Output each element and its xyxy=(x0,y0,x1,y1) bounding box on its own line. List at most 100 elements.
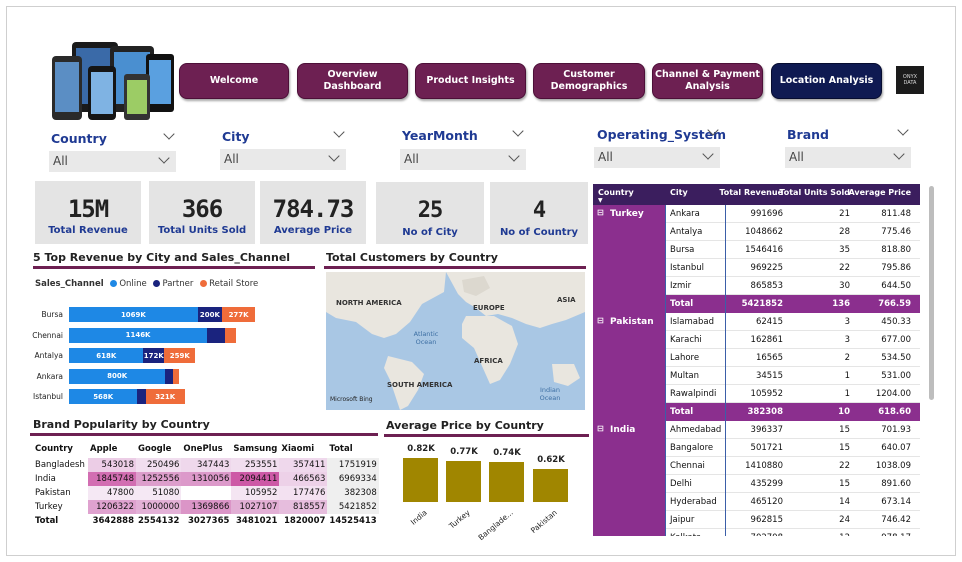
table-row[interactable]: Jaipur 962815 24 746.42 xyxy=(665,511,920,529)
table-cell: 3 xyxy=(844,335,850,345)
table-header-cell[interactable]: City xyxy=(670,188,688,197)
table-cell: 891.60 xyxy=(881,479,911,489)
filter-dropdown-brand[interactable]: All xyxy=(785,147,911,168)
nav-button-6[interactable]: Location Analysis xyxy=(771,63,882,99)
table-row[interactable]: Ahmedabad 396337 15 701.93 xyxy=(665,421,920,439)
world-map[interactable] xyxy=(326,272,585,410)
table-row[interactable]: Izmir 865853 30 644.50 xyxy=(665,277,920,295)
avg-price-bar[interactable] xyxy=(533,468,568,502)
nav-button-4[interactable]: Customer Demographics xyxy=(533,63,645,99)
chevron-down-icon[interactable] xyxy=(893,148,905,160)
table-scrollbar[interactable] xyxy=(929,186,934,400)
bar-segment-retail-store[interactable]: 259K xyxy=(164,348,196,363)
table-cell: Kolkata xyxy=(670,533,701,536)
table-cell: 865853 xyxy=(750,281,783,291)
matrix-cell: 253551 xyxy=(231,458,280,472)
matrix-cell: Turkey xyxy=(35,502,63,512)
nav-button-1[interactable]: Welcome xyxy=(179,63,289,99)
bar-segment-retail-store[interactable]: 277K xyxy=(221,307,256,322)
table-cell: 1038.09 xyxy=(875,461,911,471)
table-cell: 701.93 xyxy=(881,425,911,435)
table-header-cell[interactable]: Total Revenue xyxy=(719,188,783,197)
chevron-down-icon[interactable] xyxy=(508,150,520,162)
sort-arrow-icon[interactable]: ▼ xyxy=(598,197,603,204)
table-row[interactable]: Multan 34515 1 531.00 xyxy=(665,367,920,385)
matrix-row: Bangladesh 543018 250496 347443 253551 357411… xyxy=(33,458,379,472)
table-header-cell[interactable]: Country xyxy=(598,188,634,197)
collapse-icon[interactable]: ⊟ xyxy=(597,424,604,433)
table-row[interactable]: Islamabad 62415 3 450.33 xyxy=(665,313,920,331)
matrix-cell: 382308 xyxy=(327,486,379,500)
table-row[interactable]: Istanbul 969225 22 795.86 xyxy=(665,259,920,277)
legend-title: Sales_Channel xyxy=(35,279,104,289)
table-row[interactable]: Ankara 991696 21 811.48 xyxy=(665,205,920,223)
avg-price-bar[interactable] xyxy=(489,462,524,502)
bar-segment-online[interactable]: 800K xyxy=(69,368,166,384)
bar-segment-partner[interactable]: 172K xyxy=(143,348,165,363)
table-cell: 24 xyxy=(839,515,850,525)
chevron-down-icon[interactable] xyxy=(158,152,170,164)
filter-dropdown-operating_system[interactable]: All xyxy=(594,147,720,168)
bar-segment-partner[interactable] xyxy=(207,327,226,343)
matrix-header-cell: Country xyxy=(35,444,73,454)
table-header: Country City Total Revenue Total Units Sold… xyxy=(593,184,920,205)
table-row[interactable]: Bursa 1546416 35 818.80 xyxy=(665,241,920,259)
table-row[interactable]: Antalya 1048662 28 775.46 xyxy=(665,223,920,241)
table-header-cell[interactable]: Total Units Sold xyxy=(779,188,850,197)
table-cell: 34515 xyxy=(755,371,783,381)
collapse-icon[interactable]: ⊟ xyxy=(597,316,604,325)
country-group[interactable]: ⊟ Pakistan xyxy=(593,313,665,403)
table-row[interactable]: Delhi 435299 15 891.60 xyxy=(665,475,920,493)
map-label: ASIA xyxy=(557,296,576,304)
avg-price-data-label: 0.74K xyxy=(493,448,521,459)
sales-channel-legend: Sales_Channel Online Partner Retail Stor… xyxy=(35,279,258,289)
table-row[interactable]: Hyderabad 465120 14 673.14 xyxy=(665,493,920,511)
bar-segment-online[interactable]: 568K xyxy=(69,389,138,404)
table-cell: 162861 xyxy=(750,335,783,345)
collapse-icon[interactable]: ⊟ xyxy=(597,208,604,217)
chevron-down-icon[interactable] xyxy=(328,150,340,162)
filter-label-yearmonth: YearMonth xyxy=(402,128,478,143)
matrix-cell: India xyxy=(35,474,56,484)
table-cell: 22 xyxy=(839,263,850,273)
table-row[interactable]: Lahore 16565 2 534.50 xyxy=(665,349,920,367)
nav-button-5[interactable]: Channel & Payment Analysis xyxy=(652,63,763,99)
table-row[interactable]: Bangalore 501721 15 640.07 xyxy=(665,439,920,457)
legend-retail-dot xyxy=(200,280,208,287)
filter-dropdown-yearmonth[interactable]: All xyxy=(400,149,526,170)
table-total-cell: 5421852 xyxy=(741,299,783,309)
avg-price-bar[interactable] xyxy=(403,458,438,502)
table-cell: 501721 xyxy=(750,443,783,453)
chevron-down-icon[interactable] xyxy=(702,148,714,160)
country-group[interactable]: ⊟ Turkey xyxy=(593,205,665,295)
table-cell: 1 xyxy=(844,371,850,381)
bar-segment-partner[interactable]: 200K xyxy=(197,307,222,322)
top-revenue-underline xyxy=(33,266,315,269)
map-label: SOUTH AMERICA xyxy=(387,381,453,389)
bar-segment-retail-store[interactable] xyxy=(172,368,179,384)
bar-segment-online[interactable]: 1146K xyxy=(69,327,208,343)
bar-segment-partner[interactable] xyxy=(137,389,146,404)
bar-segment-partner[interactable] xyxy=(165,368,173,384)
table-header-cell[interactable]: Average Price xyxy=(848,188,911,197)
filter-dropdown-country[interactable]: All xyxy=(49,151,176,172)
table-row[interactable]: Chennai 1410880 22 1038.09 xyxy=(665,457,920,475)
avg-price-bar[interactable] xyxy=(446,460,481,502)
table-cell: Delhi xyxy=(670,479,692,489)
matrix-row: Pakistan 47800 51080 105952 177476 382308 xyxy=(33,486,379,500)
bar-segment-online[interactable]: 1069K xyxy=(69,307,198,322)
country-group[interactable]: ⊟ India xyxy=(593,421,665,536)
table-row[interactable]: Rawalpindi 105952 1 1204.00 xyxy=(665,385,920,403)
nav-button-3[interactable]: Product Insights xyxy=(415,63,526,99)
matrix-header-cell: Samsung xyxy=(233,444,278,454)
bar-segment-retail-store[interactable]: 321K xyxy=(145,389,185,404)
bar-segment-retail-store[interactable] xyxy=(225,327,236,343)
brand-popularity-title: Brand Popularity by Country xyxy=(33,418,210,431)
table-row[interactable]: Karachi 162861 3 677.00 xyxy=(665,331,920,349)
filter-dropdown-city[interactable]: All xyxy=(220,149,346,170)
city-revenue-table[interactable]: Country City Total Revenue Total Units Sold… xyxy=(593,184,920,536)
bar-segment-online[interactable]: 618K xyxy=(69,348,144,363)
table-cell: Hyderabad xyxy=(670,497,717,507)
table-row[interactable]: Kolkata 702708 12 978.17 xyxy=(665,529,920,536)
nav-button-2[interactable]: Overview Dashboard xyxy=(297,63,408,99)
